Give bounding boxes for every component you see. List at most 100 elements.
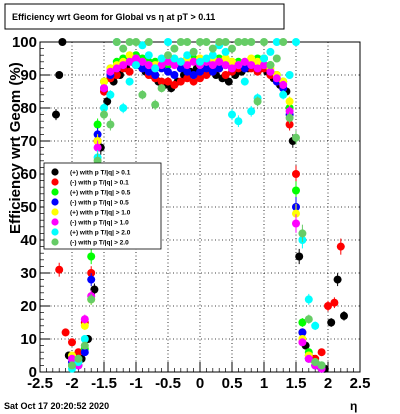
data-point: [138, 41, 147, 50]
data-point: [144, 51, 153, 60]
data-point: [221, 47, 230, 56]
data-point: [80, 335, 89, 343]
data-point: [80, 348, 89, 357]
data-point: [228, 44, 236, 53]
data-point: [327, 318, 336, 327]
data-point: [93, 143, 102, 152]
data-point: [298, 338, 307, 347]
y-tick-label: 0: [29, 364, 37, 381]
data-point: [196, 57, 204, 66]
data-point: [189, 57, 198, 66]
data-point: [74, 348, 83, 357]
data-point: [87, 252, 96, 261]
data-point: [311, 358, 320, 367]
y-tick-label: 40: [20, 232, 37, 249]
legend-marker: [51, 218, 59, 226]
data-point: [170, 71, 179, 79]
legend-marker: [51, 198, 59, 206]
legend: (+) with p T/|q| > 0.1 (-) with p T/|q| >…: [43, 162, 162, 250]
legend-marker: [51, 208, 59, 216]
data-point: [285, 97, 294, 106]
data-point: [144, 38, 153, 46]
data-point: [80, 315, 89, 324]
x-tick-label: -1.5: [91, 375, 117, 392]
data-point: [144, 67, 153, 76]
data-point: [266, 67, 275, 76]
data-point: [125, 67, 134, 76]
legend-marker: [51, 178, 59, 186]
data-point: [183, 38, 192, 46]
data-point: [295, 252, 304, 261]
data-point: [304, 315, 313, 324]
data-point: [176, 77, 185, 86]
data-point: [144, 61, 153, 70]
legend-box: [43, 162, 162, 250]
data-point: [240, 77, 249, 86]
data-point: [304, 295, 313, 304]
data-point: [100, 77, 108, 86]
data-point: [196, 74, 204, 83]
data-point: [272, 54, 281, 63]
data-point: [183, 67, 192, 76]
data-point: [183, 51, 192, 60]
y-tick-label: 50: [20, 199, 37, 216]
data-point: [138, 64, 147, 73]
x-tick-label: -2.5: [27, 375, 53, 392]
y-tick-label: 70: [20, 133, 37, 150]
data-point: [138, 57, 147, 66]
tick-labels: -2.5 -2 -1.5 -1 -0.5 0 0.5 1 1.5 2 2.5 0 10 20 30 40 50 6…: [12, 34, 370, 392]
data-point: [157, 61, 166, 70]
data-point: [215, 64, 224, 73]
data-point: [176, 38, 185, 46]
chart-title: Efficiency wrt Geom for Global vs η at p…: [12, 12, 215, 22]
data-point: [189, 77, 198, 86]
data-point: [183, 61, 192, 70]
data-point: [119, 104, 128, 112]
data-point: [106, 120, 115, 129]
data-point: [157, 54, 166, 63]
y-tick-label: 100: [12, 34, 37, 51]
data-point: [125, 51, 134, 60]
data-point: [304, 354, 313, 363]
legend-label: (-) with p T/|q| > 2.0: [70, 240, 129, 247]
legend-label: (-) with p T/|q| > 0.1: [70, 180, 129, 187]
data-point: [298, 229, 307, 238]
data-point: [125, 77, 134, 86]
data-point: [247, 61, 256, 70]
data-point: [100, 110, 108, 119]
data-point: [234, 38, 243, 46]
data-point: [333, 275, 342, 284]
x-tick-label: 1.5: [286, 375, 307, 392]
x-tick-label: -1: [129, 375, 142, 392]
data-point: [285, 71, 294, 79]
data-point: [125, 38, 134, 46]
data-point: [247, 54, 256, 63]
data-point: [112, 64, 121, 73]
data-point: [317, 361, 326, 370]
data-point: [176, 64, 185, 73]
x-tick-label: -0.5: [155, 375, 181, 392]
data-point: [90, 285, 99, 294]
y-tick-label: 30: [20, 265, 37, 282]
data-point: [240, 38, 249, 46]
y-tick-label: 20: [20, 298, 37, 315]
data-point: [285, 113, 294, 122]
data-point: [266, 47, 275, 56]
data-point: [80, 321, 89, 330]
data-point: [336, 242, 345, 251]
legend-marker: [51, 188, 59, 196]
data-point: [298, 318, 307, 327]
data-point: [164, 67, 172, 76]
data-point: [68, 338, 76, 347]
data-point: [279, 90, 288, 99]
data-point: [87, 269, 96, 277]
data-point: [52, 110, 60, 119]
x-tick-label: 2.5: [350, 375, 371, 392]
legend-label: (-) with p T/|q| > 0.5: [70, 200, 129, 207]
data-point: [208, 44, 217, 53]
data-point: [202, 54, 211, 63]
data-point: [324, 302, 332, 310]
data-point: [202, 38, 211, 46]
series-7: [68, 38, 326, 370]
data-point: [132, 38, 140, 46]
